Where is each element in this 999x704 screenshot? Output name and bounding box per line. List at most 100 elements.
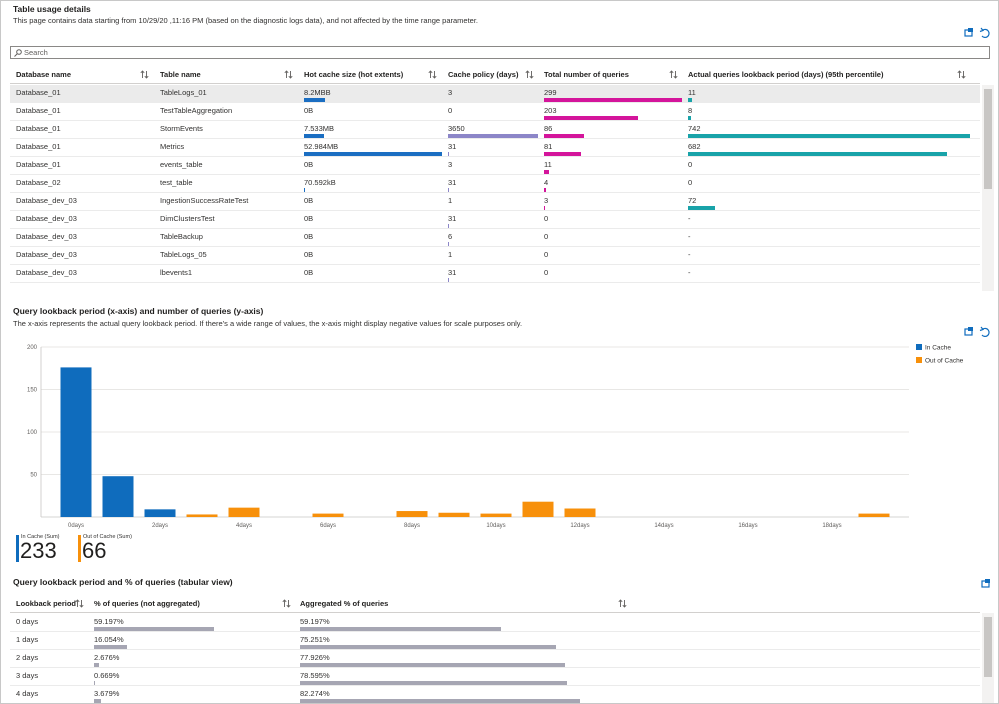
sort-icon[interactable]	[957, 70, 966, 79]
sort-icon[interactable]	[75, 599, 84, 608]
sort-icon[interactable]	[140, 70, 149, 79]
cell-bar	[94, 663, 100, 667]
table-row[interactable]	[10, 650, 980, 668]
table-cell: 31	[448, 214, 457, 223]
table-cell: 682	[688, 142, 701, 151]
table-cell: TableLogs_05	[160, 250, 207, 259]
tile-accent	[16, 535, 19, 562]
tile-accent	[78, 535, 81, 562]
table-body: Database_01 TableLogs_01 8.2MBB 3 299 11 Datab…	[1, 84, 981, 291]
x-tick-label: 12days	[570, 523, 589, 529]
sort-icon[interactable]	[428, 70, 437, 79]
legend-label: Out of Cache	[925, 358, 964, 365]
bar	[60, 367, 92, 517]
sort-arrow	[669, 70, 674, 78]
cell-bar	[544, 188, 546, 192]
cell-bar	[448, 278, 449, 282]
table-cell: Database_dev_03	[16, 196, 77, 205]
bar	[438, 512, 470, 517]
column-header[interactable]: Hot cache size (hot extents)	[304, 70, 404, 79]
table-row[interactable]	[10, 103, 980, 121]
table-cell: lbevents1	[160, 268, 193, 277]
table-cell: 77.926%	[300, 653, 330, 662]
table-row[interactable]	[10, 632, 980, 650]
table-cell: 4	[544, 178, 549, 187]
sort-arrow	[144, 71, 149, 79]
table-cell: 0B	[304, 214, 314, 223]
legend-label: In Cache	[925, 345, 951, 352]
table-cell: Database_02	[16, 178, 61, 187]
cell-bar	[688, 98, 693, 102]
table-row[interactable]	[10, 265, 980, 283]
table-cell: Database_dev_03	[16, 268, 77, 277]
table-row[interactable]	[10, 211, 980, 229]
table-cell: 31	[448, 142, 457, 151]
cell-bar	[94, 627, 214, 631]
table-row[interactable]	[10, 85, 980, 103]
header-divider	[10, 83, 980, 84]
sort-arrow	[622, 600, 627, 608]
table-cell: 0B	[304, 196, 314, 205]
table-cell: Metrics	[160, 142, 185, 151]
table-cell: 3650	[448, 124, 465, 133]
table-row[interactable]	[10, 668, 980, 686]
pin-icon[interactable]	[980, 577, 994, 589]
bar	[564, 508, 596, 517]
toolbar-icons[interactable]	[963, 325, 993, 339]
search-box[interactable]: Search	[10, 46, 990, 59]
table-cell: 3 days	[16, 671, 39, 680]
table-row[interactable]	[10, 157, 980, 175]
column-header[interactable]: Cache policy (days)	[448, 70, 519, 79]
sort-icon[interactable]	[669, 70, 678, 79]
x-tick-label: 14days	[654, 523, 673, 529]
table-cell: 2 days	[16, 653, 39, 662]
cell-bar	[688, 134, 970, 138]
table-row[interactable]	[10, 193, 980, 211]
y-tick-label: 50	[30, 473, 37, 479]
table-row[interactable]	[10, 229, 980, 247]
table-cell: 82.274%	[300, 689, 330, 698]
scroll-thumb[interactable]	[984, 89, 992, 189]
cell-bar	[688, 152, 948, 156]
table-row[interactable]	[10, 614, 980, 632]
column-header[interactable]: Table name	[160, 70, 201, 79]
bar	[228, 507, 260, 517]
scroll-thumb[interactable]	[984, 617, 992, 677]
cell-bar	[94, 681, 96, 685]
sort-icon[interactable]	[282, 599, 291, 608]
scrollbar[interactable]	[982, 613, 994, 703]
sort-arrow	[288, 71, 293, 79]
table-cell: Database_01	[16, 88, 61, 97]
table-cell: 0	[544, 250, 549, 259]
table-row[interactable]	[10, 139, 980, 157]
table-row[interactable]	[10, 247, 980, 265]
sort-icon[interactable]	[618, 599, 627, 608]
x-tick-label: 2days	[152, 523, 168, 529]
sort-icon[interactable]	[284, 70, 293, 79]
toolbar-icons[interactable]	[963, 26, 993, 40]
bar	[858, 513, 890, 517]
cell-bar	[300, 663, 566, 667]
table-row[interactable]	[10, 121, 980, 139]
bar	[312, 513, 344, 517]
column-header[interactable]: Total number of queries	[544, 70, 629, 79]
table-cell: TableBackup	[160, 232, 203, 241]
sort-icon[interactable]	[525, 70, 534, 79]
table-cell: 59.197%	[300, 617, 330, 626]
table-row[interactable]	[10, 175, 980, 193]
column-header[interactable]: Actual queries lookback period (days) (9…	[688, 70, 884, 79]
column-header[interactable]: Database name	[16, 70, 72, 79]
table-cell: 86	[544, 124, 553, 133]
cell-bar	[688, 206, 716, 210]
bar	[102, 476, 134, 517]
column-header[interactable]: % of queries (not aggregated)	[94, 599, 200, 608]
scrollbar[interactable]	[982, 85, 994, 291]
cell-bar	[544, 206, 546, 210]
sort-arrow	[282, 599, 287, 607]
table-cell: 31	[448, 268, 457, 277]
column-header[interactable]: Aggregated % of queries	[300, 599, 389, 608]
table-cell: 299	[544, 88, 557, 97]
table-cell: 1 days	[16, 635, 39, 644]
column-header[interactable]: Lookback period	[16, 599, 77, 608]
table-cell: -	[688, 232, 691, 241]
